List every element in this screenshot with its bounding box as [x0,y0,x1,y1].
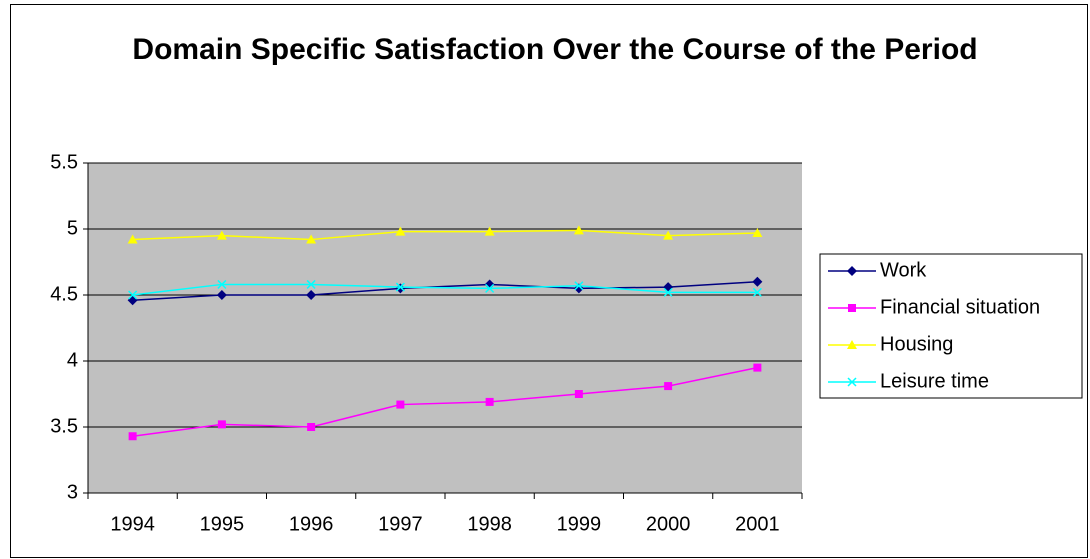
data-point [395,282,405,292]
data-point [485,397,494,406]
data-point [217,420,226,429]
data-point [664,382,673,391]
y-tick-label: 5 [67,217,78,239]
legend-marker [847,266,857,276]
y-tick-label: 3.5 [50,415,78,437]
data-point [663,230,674,240]
data-point [573,225,584,235]
y-tick-label: 3 [67,481,78,503]
data-point [752,287,762,297]
x-tick-label: 1997 [378,513,423,535]
y-tick-label: 4 [67,349,78,371]
data-point [128,290,138,300]
legend-label: Leisure time [880,370,989,392]
data-point [663,287,673,297]
series-line [132,281,758,302]
series-line [132,366,758,437]
legend-label: Housing [880,333,953,355]
legend-label: Financial situation [880,296,1040,318]
data-point [306,279,316,289]
series-line [132,229,758,241]
chart-title: Domain Specific Satisfaction Over the Co… [132,33,978,66]
data-point [127,234,138,244]
data-point [574,281,584,291]
data-point [752,276,763,287]
legend-marker [847,340,857,349]
x-tick-label: 2000 [646,513,691,535]
data-point [216,230,227,240]
data-point [752,227,763,237]
x-tick-label: 1994 [110,513,155,535]
data-point [485,283,495,293]
series-line [132,283,758,296]
data-point [484,226,495,236]
x-tick-label: 1998 [467,513,512,535]
y-tick-label: 4.5 [50,283,78,305]
data-point [395,226,406,236]
x-tick-label: 1999 [557,513,602,535]
data-point [574,390,583,398]
data-point [217,279,227,289]
x-tick-label: 1996 [289,513,334,535]
data-point [307,423,316,431]
legend-marker [847,377,857,387]
legend-marker [848,304,856,312]
data-point [306,234,317,244]
data-point [128,432,137,441]
x-tick-label: 2001 [735,513,780,535]
data-point [306,290,317,300]
plot-area [88,163,802,493]
x-tick-label: 1995 [200,513,245,535]
data-point [216,290,227,300]
y-tick-label: 5.5 [50,151,78,173]
data-point [395,283,406,294]
legend-box [819,253,1083,399]
data-point [753,363,762,372]
legend-label: Work [880,259,927,281]
data-point [396,400,405,409]
